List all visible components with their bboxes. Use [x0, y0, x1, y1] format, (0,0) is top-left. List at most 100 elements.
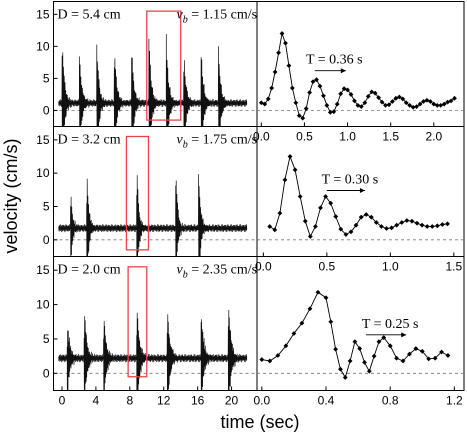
data-point	[342, 375, 348, 380]
data-point	[379, 99, 385, 105]
data-point	[394, 222, 400, 228]
data-point	[352, 339, 358, 345]
data-point	[366, 368, 372, 374]
data-point	[262, 101, 268, 107]
bubble-velocity-annotation: vb = 1.15 cm/s	[177, 8, 258, 26]
data-point	[348, 229, 354, 235]
y-tick-label: 15	[36, 133, 50, 147]
x-tick-label: 8	[126, 394, 133, 408]
data-point	[440, 222, 445, 227]
data-point	[314, 77, 319, 83]
data-point	[390, 99, 395, 104]
period-arrow-head	[340, 68, 346, 74]
data-point	[275, 353, 281, 358]
data-point	[286, 63, 292, 69]
y-tick-label: 5	[43, 71, 50, 85]
period-annotation: T = 0.30 s	[322, 173, 379, 188]
data-point	[293, 100, 299, 106]
panel-bottom-right: 0.0 0.4 0.8 1.2 T = 0.25 s	[253, 289, 464, 408]
data-point	[404, 218, 410, 223]
data-point	[409, 218, 415, 224]
x-tick-label: 12	[157, 394, 171, 408]
data-point	[452, 95, 457, 101]
x-tick-label: 0	[59, 394, 66, 408]
data-point	[292, 167, 298, 173]
data-point	[328, 200, 334, 206]
data-point	[434, 223, 440, 229]
data-point	[386, 102, 392, 108]
y-tick-label: 0	[43, 103, 50, 117]
data-point	[310, 79, 316, 85]
y-tick-label: 0	[43, 366, 50, 380]
data-point	[383, 102, 388, 108]
data-point	[394, 355, 400, 361]
data-point	[338, 226, 344, 232]
data-point	[417, 101, 423, 107]
data-point	[279, 31, 285, 36]
data-point	[381, 335, 387, 340]
data-point	[427, 99, 433, 104]
velocity-trace	[58, 174, 248, 257]
data-point	[379, 224, 384, 229]
data-point	[300, 115, 306, 121]
bubble-velocity-annotation: vb = 2.35 cm/s	[177, 263, 258, 281]
data-point	[445, 353, 451, 358]
diameter-annotation: D = 2.0 cm	[58, 263, 121, 278]
velocity-trace	[58, 309, 248, 391]
x-tick-label: 0.4	[318, 394, 335, 408]
x-tick-label: 1.2	[446, 394, 463, 408]
data-point	[371, 353, 377, 359]
data-point	[352, 98, 357, 104]
bubble-velocity-annotation: vb = 1.75 cm/s	[177, 133, 258, 151]
data-point	[327, 109, 333, 115]
highlight-box	[125, 135, 150, 251]
data-point	[333, 346, 339, 352]
data-point	[299, 320, 305, 326]
data-point	[283, 343, 289, 349]
data-point	[315, 289, 321, 295]
data-point	[347, 358, 353, 364]
data-point	[376, 95, 382, 101]
x-tick-label: 0.0	[253, 130, 270, 144]
plot-area	[257, 31, 464, 121]
data-point	[338, 91, 344, 97]
x-tick-label: 0.5	[296, 130, 313, 144]
plot-area	[257, 289, 464, 380]
data-point	[407, 351, 412, 357]
x-axis-title: time (sec)	[220, 412, 299, 432]
y-tick-label: 5	[43, 332, 50, 346]
y-tick-label: 10	[36, 298, 50, 312]
data-point	[258, 100, 264, 106]
data-point	[407, 102, 413, 108]
data-point	[389, 225, 395, 231]
data-point	[272, 69, 278, 75]
data-point	[331, 109, 337, 115]
data-point	[410, 104, 416, 110]
x-tick-label: 0.0	[255, 260, 272, 274]
data-point	[282, 177, 288, 183]
highlight-box	[146, 10, 182, 121]
x-tick-label: 2.0	[425, 130, 442, 144]
y-tick-label: 15	[36, 7, 50, 21]
data-point	[289, 85, 295, 91]
data-point	[259, 357, 265, 362]
period-arrow-head	[359, 188, 365, 193]
data-point	[318, 205, 323, 211]
data-point	[323, 194, 328, 199]
data-point	[431, 101, 437, 107]
x-tick-label: 16	[191, 394, 205, 408]
data-point	[348, 92, 354, 97]
data-point	[387, 343, 393, 349]
data-point	[429, 224, 435, 229]
panel-middle-right: 0.0 0.5 1.0 1.5 T = 0.30 s	[255, 154, 464, 274]
data-point	[345, 87, 350, 93]
data-point	[334, 101, 340, 107]
data-point	[307, 306, 313, 312]
data-point	[363, 212, 369, 217]
panel-top-right: 0.0 0.5 1.0 1.5 2.0 T = 0.36 s	[253, 31, 464, 144]
diameter-annotation: D = 5.4 cm	[58, 8, 121, 23]
x-tick-label: 1.0	[339, 130, 356, 144]
data-point	[439, 349, 444, 355]
x-tick-label: 4	[93, 394, 100, 408]
